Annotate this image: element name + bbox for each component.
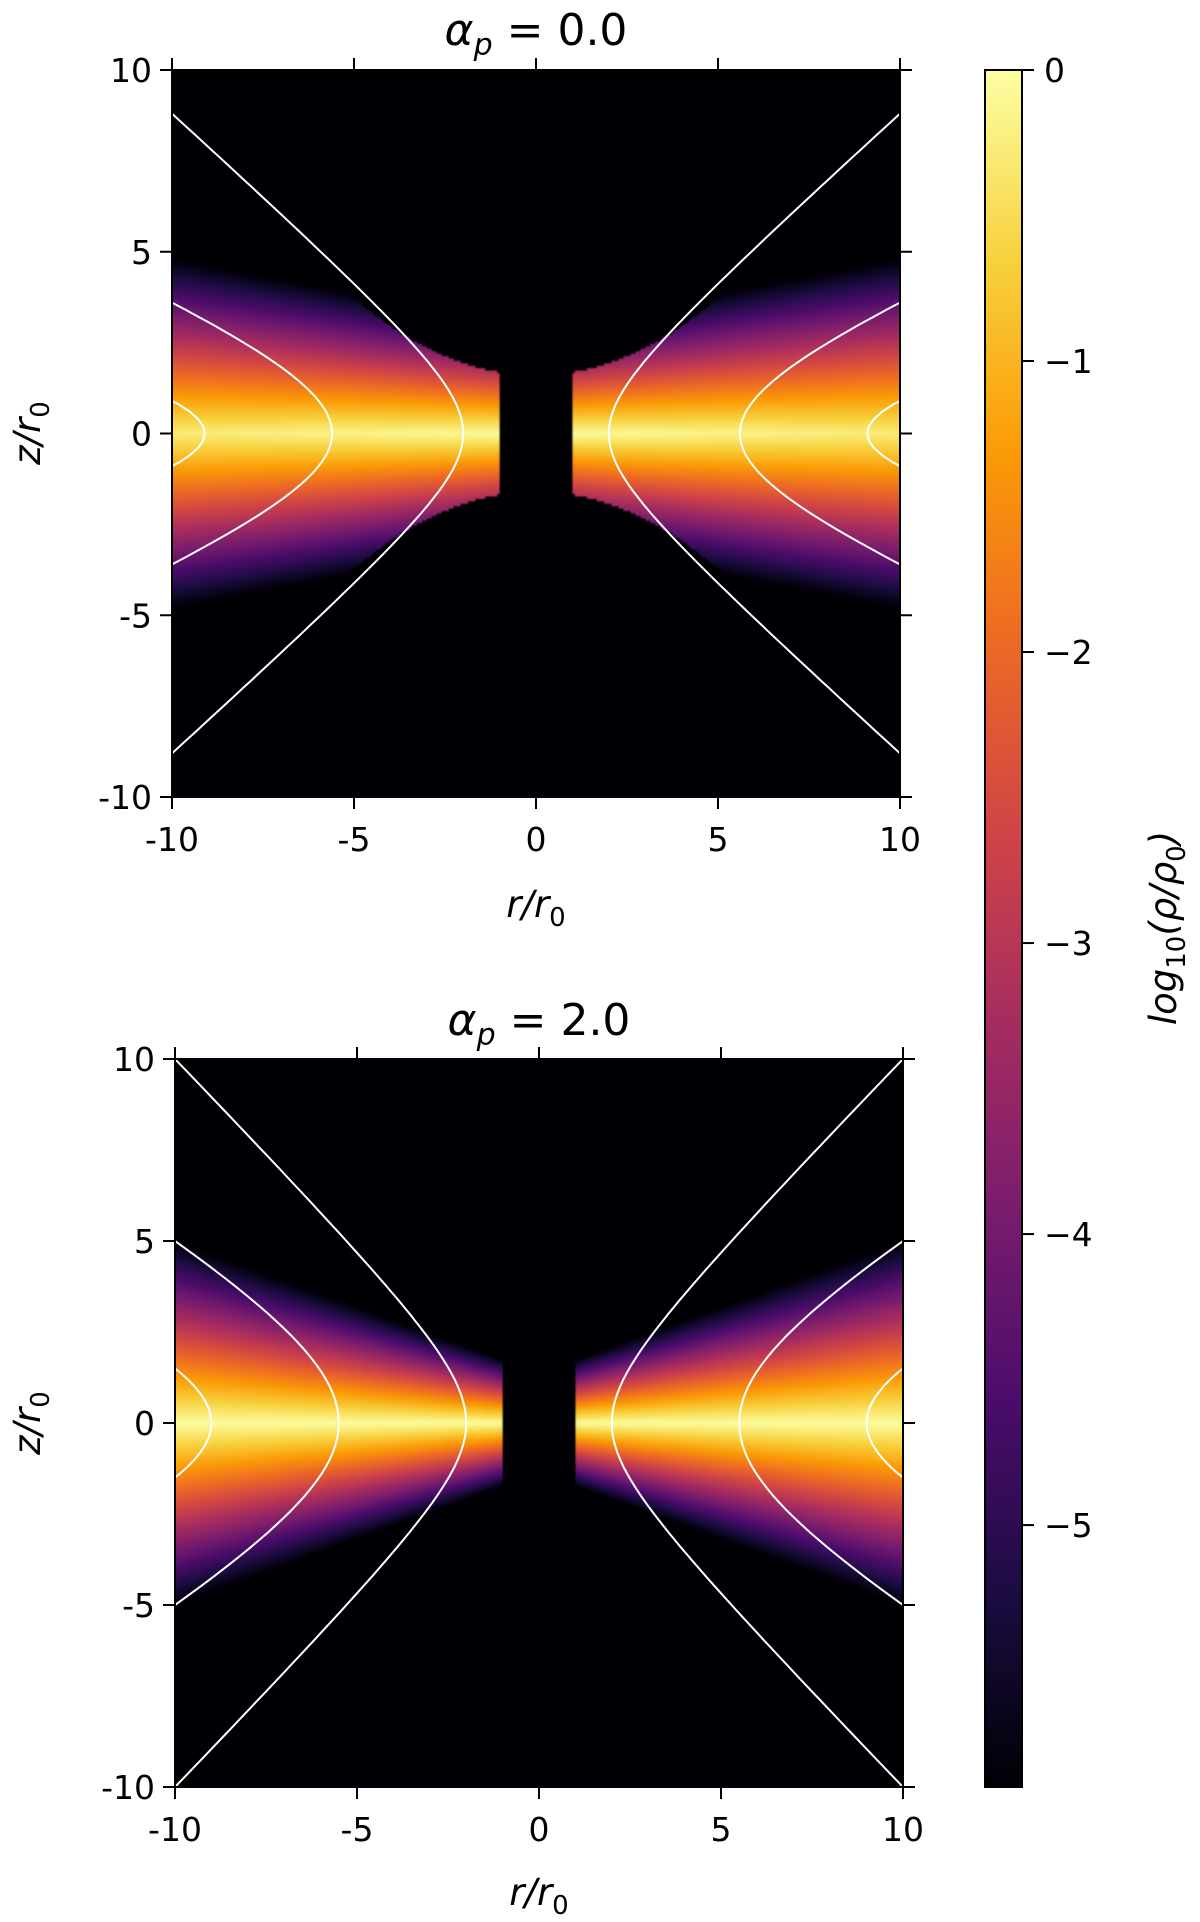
y-tick-label: 5 [134,1222,155,1261]
panel-bottom-contours [175,1059,903,1787]
panel-top-contours [172,112,900,755]
x-tick-label: 0 [529,1810,550,1849]
contour-line-0-right [866,399,900,468]
panel-top: αp = 0.0 -10 -5 0 5 10 -10 -5 0 5 10 r/r0 z/r0 [6,5,921,933]
x-tick-label: -5 [341,1810,374,1849]
colorbar-tick-label: 0 [1044,51,1065,90]
y-tick-label: 0 [134,1404,155,1443]
panel-top-x-label: r/r0 [506,883,565,933]
x-tick-label: 5 [708,820,729,859]
panel-top-x-axis: -10 -5 0 5 10 [145,58,921,859]
contour-line-2-right [607,112,900,755]
contour-line-0-left [172,399,206,468]
colorbar-tick-label: −1 [1044,342,1093,381]
y-tick-label: 10 [110,51,152,90]
panel-bottom: αp = 2.0 -10 -5 0 5 10 -10 -5 0 5 10 r/r0 z/r0 [6,995,924,1921]
colorbar-ticks: 0 −1 −2 −3 −4 −5 [1022,51,1093,1545]
panel-bottom-x-axis: -10 -5 0 5 10 [148,1047,924,1849]
panel-top-y-axis: -10 -5 0 5 10 [98,51,912,817]
x-tick-label: 10 [882,1810,924,1849]
panel-top-y-label: z/r0 [6,401,56,466]
x-tick-label: -5 [338,820,371,859]
x-tick-label: -10 [148,1810,202,1849]
x-tick-label: 0 [526,820,547,859]
y-tick-label: -5 [119,596,152,635]
x-tick-label: 10 [879,820,921,859]
y-tick-label: -10 [98,778,152,817]
colorbar: 0 −1 −2 −3 −4 −5 log10(ρ/ρ0) [984,51,1192,1788]
y-tick-label: -5 [122,1586,155,1625]
y-tick-label: 10 [113,1040,155,1079]
panel-bottom-x-label: r/r0 [509,1871,568,1921]
colorbar-tick-label: −2 [1044,633,1093,672]
y-tick-label: -10 [101,1768,155,1807]
colorbar-tick-label: −5 [1044,1506,1093,1545]
contour-line-2-left [172,112,465,755]
panel-top-density-map [172,70,900,797]
panel-bottom-y-label: z/r0 [6,1391,56,1456]
contour-line-0-left [175,1367,213,1479]
y-tick-label: 5 [131,233,152,272]
contour-line-1-left [172,301,334,566]
contour-line-2-left [175,1059,468,1787]
x-tick-label: 5 [711,1810,732,1849]
colorbar-tick-label: −3 [1044,924,1093,963]
contour-line-0-right [865,1367,903,1479]
contour-line-1-right [738,1239,903,1607]
panel-bottom-y-axis: -10 -5 0 5 10 [101,1040,915,1807]
contour-line-1-right [738,301,900,566]
panel-bottom-density-map [175,1059,903,1787]
panel-top-title: αp = 0.0 [445,5,628,63]
panel-bottom-title: αp = 2.0 [448,995,631,1053]
colorbar-label: log10(ρ/ρ0) [1142,831,1192,1025]
contour-line-2-right [610,1059,903,1787]
x-tick-label: -10 [145,820,199,859]
colorbar-bar [984,69,1023,1788]
contour-line-1-left [175,1239,340,1607]
colorbar-tick-label: −4 [1044,1215,1093,1254]
y-tick-label: 0 [131,415,152,454]
